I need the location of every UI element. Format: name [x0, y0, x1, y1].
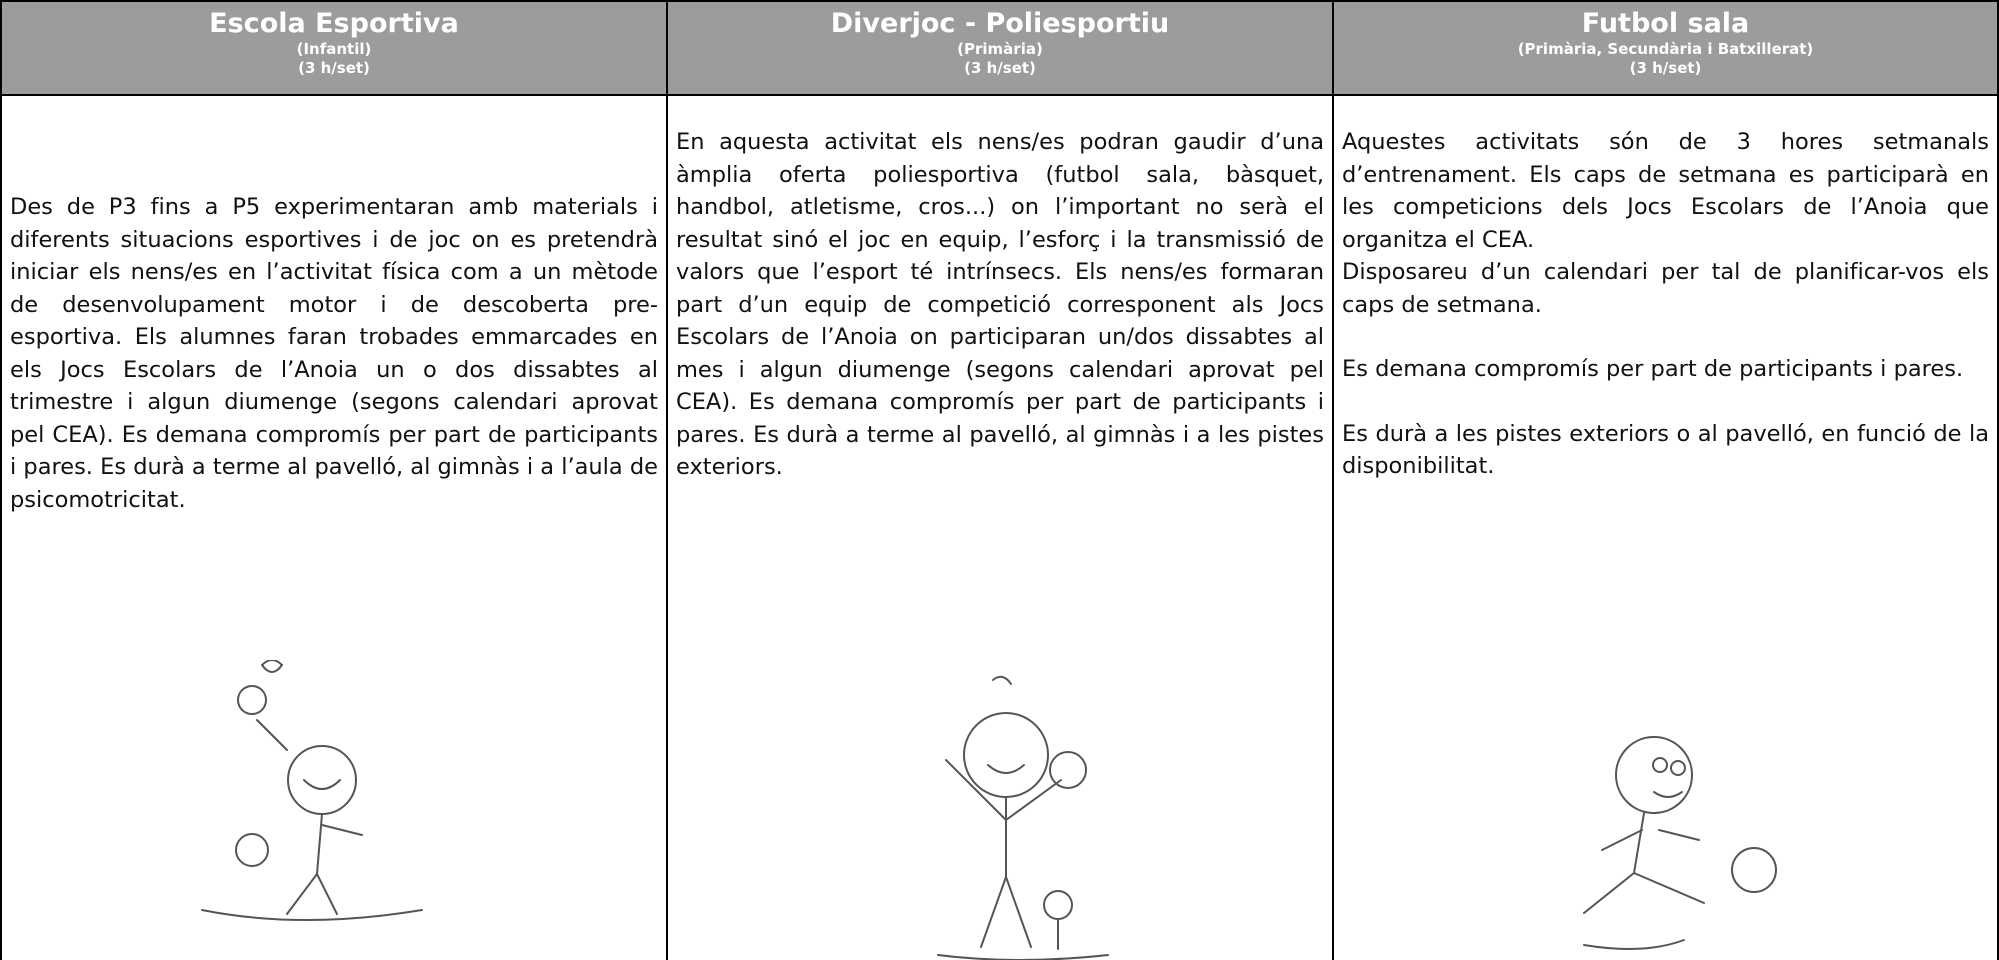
hours: (3 h/set) [1629, 59, 1702, 77]
paragraph: Disposareu d’un calendari per tal de pla… [1342, 259, 1989, 318]
hours: (3 h/set) [964, 59, 1036, 77]
column: Diverjoc - Poliesportiu (Primària) (3 h/… [668, 0, 1334, 960]
paragraph: En aquesta activitat els nens/es podran … [676, 129, 1324, 480]
description: En aquesta activitat els nens/es podran … [668, 96, 1332, 484]
header: Diverjoc - Poliesportiu (Primària) (3 h/… [668, 0, 1332, 96]
description: Des de P3 fins a P5 experimentaran amb m… [2, 96, 666, 516]
description: Aquestes activitats són de 3 hores setma… [1334, 96, 1997, 483]
paragraph: Es durà a les pistes exteriors o al pave… [1342, 420, 1989, 480]
subtitle: (Infantil) [296, 40, 372, 58]
title: Diverjoc - Poliesportiu [830, 8, 1170, 39]
illustration [1583, 736, 1777, 950]
title: Futbol sala [1581, 8, 1750, 39]
column: Futbol sala (Primària, Secundària i Batx… [1334, 0, 1999, 960]
subtitle: (Primària) [957, 40, 1043, 58]
title: Escola Esportiva [209, 8, 459, 39]
paragraph: Es demana compromís per part de particip… [1342, 356, 1964, 382]
column: Escola Esportiva (Infantil) (3 h/set) De… [2, 0, 668, 960]
subtitle: (Primària, Secundària i Batxillerat) [1517, 40, 1814, 58]
illustration [201, 660, 423, 921]
paragraph: Aquestes activitats són de 3 hores setma… [1342, 129, 1989, 253]
illustration [937, 675, 1109, 960]
header: Futbol sala (Primària, Secundària i Batx… [1334, 0, 1997, 96]
header: Escola Esportiva (Infantil) (3 h/set) [2, 0, 666, 96]
hours: (3 h/set) [298, 59, 370, 77]
paragraph: Des de P3 fins a P5 experimentaran amb m… [10, 194, 658, 513]
